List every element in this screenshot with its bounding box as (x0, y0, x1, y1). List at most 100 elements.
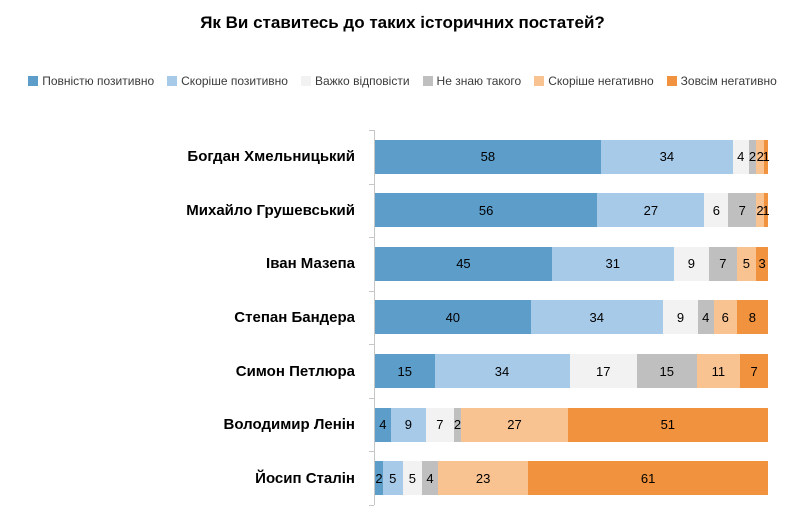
legend-item: Скоріше негативно (534, 74, 654, 88)
segment-value: 1 (762, 149, 770, 165)
segment-value: 5 (389, 470, 397, 486)
bar-segment: 9 (673, 246, 710, 281)
axis-tick (369, 291, 374, 292)
bar-segment: 6 (713, 300, 737, 335)
segment-value: 4 (379, 417, 387, 433)
segment-value: 3 (758, 256, 766, 272)
bar-row: Володимир Ленін 4 9 7 2 27 51 (0, 398, 805, 452)
segment-value: 1 (762, 202, 770, 218)
segment-value: 58 (480, 149, 496, 165)
segment-value: 15 (397, 363, 412, 379)
axis-tick (369, 237, 374, 238)
stacked-bar: 15 34 17 15 11 7 (375, 354, 768, 389)
axis-tick (369, 398, 374, 399)
segment-value: 6 (712, 202, 720, 218)
axis-tick (369, 505, 374, 506)
segment-value: 2 (375, 470, 383, 486)
bar-segment: 2 (748, 139, 757, 174)
bar-segment: 1 (762, 193, 770, 228)
legend-label: Повністю позитивно (42, 74, 155, 88)
bar-segment: 27 (597, 193, 705, 228)
category-label: Володимир Ленін (223, 416, 355, 434)
bar-segment: 2 (756, 193, 765, 228)
segment-value: 4 (702, 309, 710, 325)
segment-value: 2 (748, 149, 757, 165)
bar-segment: 9 (390, 407, 427, 442)
legend-swatch (300, 76, 311, 86)
segment-value: 34 (589, 309, 605, 325)
segment-value: 15 (659, 363, 674, 379)
bar-segment: 5 (382, 461, 403, 496)
bar-segment: 51 (567, 407, 769, 442)
legend-swatch (167, 76, 178, 86)
legend-swatch (534, 76, 545, 86)
segment-value: 34 (659, 149, 675, 165)
category-label: Михайло Грушевський (186, 201, 355, 219)
bar-segment: 5 (402, 461, 423, 496)
bar-segment: 56 (375, 193, 598, 228)
legend-label: Скоріше негативно (548, 74, 654, 88)
segment-value: 2 (756, 202, 764, 218)
segment-value: 27 (507, 417, 522, 433)
segment-value: 9 (687, 256, 695, 272)
bar-segment: 4 (697, 300, 714, 335)
bar-segment: 3 (756, 246, 769, 281)
stacked-bar: 58 34 4 2 2 1 (375, 139, 770, 174)
bar-segment: 61 (528, 461, 769, 496)
segment-value: 17 (596, 363, 611, 379)
category-label: Степан Бандера (234, 308, 355, 326)
legend-swatch (666, 76, 677, 86)
y-axis-line (374, 130, 375, 505)
chart-title: Як Ви ставитесь до таких історичних пост… (200, 13, 605, 32)
category-label: Іван Мазепа (266, 255, 355, 273)
bar-segment: 23 (437, 461, 529, 496)
bar-row: Богдан Хмельницький 58 34 4 2 2 1 (0, 130, 805, 184)
plot-area: Богдан Хмельницький 58 34 4 2 2 1 Михайло Груше… (0, 130, 805, 506)
segment-value: 7 (738, 202, 746, 218)
bar-segment: 2 (756, 139, 765, 174)
stacked-bar: 2 5 5 4 23 61 (375, 461, 769, 496)
segment-value: 7 (750, 363, 758, 379)
segment-value: 6 (721, 309, 729, 325)
stacked-bar: 4 9 7 2 27 51 (375, 407, 769, 442)
bar-segment: 9 (662, 300, 698, 335)
bar-row: Степан Бандера 40 34 9 4 6 8 (0, 291, 805, 345)
legend-item: Не знаю такого (422, 74, 522, 88)
segment-value: 9 (676, 309, 685, 325)
segment-value: 4 (737, 149, 745, 165)
legend-item: Важко відповісти (300, 74, 410, 88)
axis-tick (369, 184, 374, 185)
bar-segment: 34 (600, 139, 733, 174)
segment-value: 27 (643, 202, 659, 218)
segment-value: 51 (660, 417, 676, 433)
bar-segment: 5 (736, 246, 757, 281)
bar-segment: 45 (375, 246, 552, 281)
category-label: Симон Петлюра (235, 362, 355, 380)
segment-value: 9 (404, 417, 413, 433)
bar-segment: 34 (434, 354, 570, 389)
bar-segment: 7 (728, 193, 757, 228)
bar-segment: 15 (637, 354, 697, 389)
bar-segment: 4 (732, 139, 749, 174)
bar-segment: 8 (736, 300, 768, 335)
bar-row: Іван Мазепа 45 31 9 7 5 3 (0, 237, 805, 291)
stacked-bar: 40 34 9 4 6 8 (375, 300, 768, 335)
bar-segment: 27 (461, 407, 568, 442)
legend-label: Важко відповісти (314, 74, 410, 88)
segment-value: 11 (711, 363, 726, 379)
segment-value: 5 (742, 256, 750, 272)
segment-value: 7 (436, 417, 444, 433)
legend-item: Повністю позитивно (28, 74, 154, 88)
legend: Повністю позитивно Скоріше позитивно Важко… (0, 74, 805, 88)
bar-segment: 31 (551, 246, 674, 281)
legend-label: Не знаю такого (436, 74, 522, 88)
legend-swatch (28, 76, 39, 86)
stacked-bar: 56 27 6 7 2 1 (375, 193, 770, 228)
legend-item: Зовсім негативно (666, 74, 777, 88)
axis-tick (369, 344, 374, 345)
bar-segment: 2 (375, 461, 383, 496)
bar-segment: 7 (709, 246, 737, 281)
bar-segment: 4 (375, 407, 391, 442)
segment-value: 45 (456, 256, 471, 272)
